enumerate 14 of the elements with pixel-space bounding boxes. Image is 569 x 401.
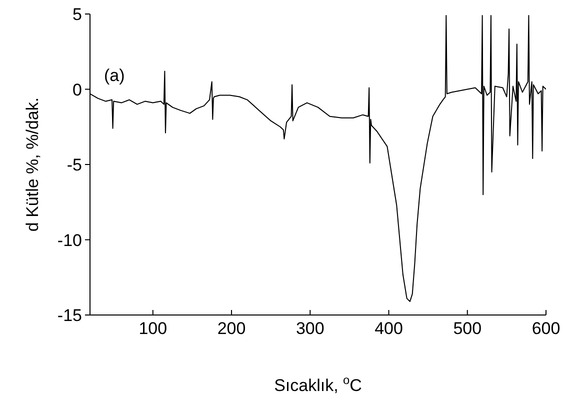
y-tick-label: 0 [72, 80, 82, 100]
y-tick-label: -15 [57, 306, 82, 326]
annotation: (a) [104, 66, 125, 86]
x-tick-label: 100 [138, 319, 168, 338]
x-tick-label: 400 [374, 319, 403, 338]
y-tick-label: 5 [72, 5, 82, 24]
y-axis-title: d Kütle %, %/dak. [23, 97, 42, 232]
x-tick-label: 500 [453, 319, 482, 338]
x-axis-title: Sıcaklık, $^{o}$C [274, 373, 362, 395]
x-tick-label: 300 [296, 319, 324, 338]
x-tick-label: 200 [217, 319, 246, 338]
y-tick-label: -10 [57, 230, 82, 250]
x-tick-label: 600 [532, 319, 560, 338]
y-tick-label: -5 [66, 156, 82, 175]
